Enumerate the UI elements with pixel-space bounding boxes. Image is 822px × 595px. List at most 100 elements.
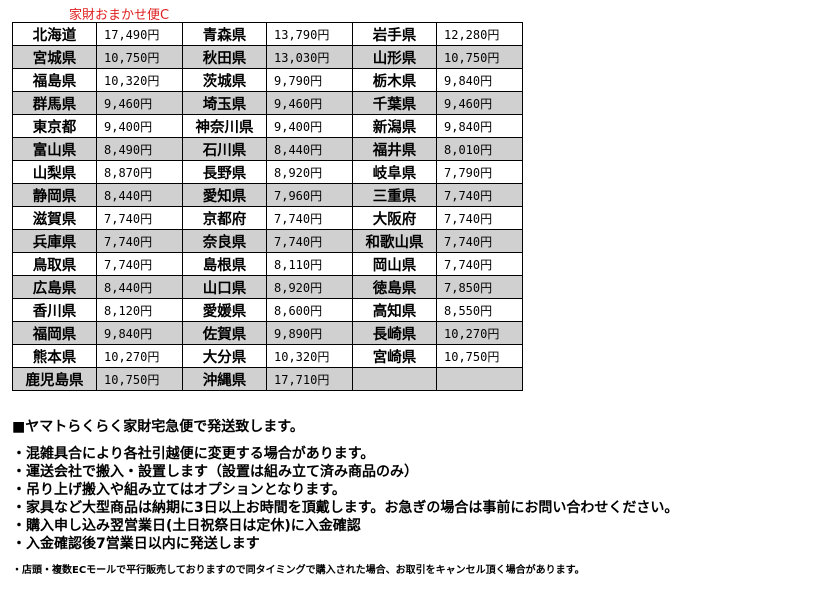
price-cell: 10,270円 bbox=[436, 321, 523, 345]
prefecture-cell: 群馬県 bbox=[12, 91, 97, 115]
prefecture-cell: 岐阜県 bbox=[352, 160, 437, 184]
note-item: ・入金確認後7営業日以内に発送します bbox=[12, 536, 260, 552]
price-cell: 9,840円 bbox=[436, 114, 523, 138]
price-cell: 7,740円 bbox=[436, 206, 523, 230]
prefecture-cell: 和歌山県 bbox=[352, 229, 437, 253]
prefecture-cell: 福井県 bbox=[352, 137, 437, 161]
table-row: 鹿児島県 10,750円 沖縄県 17,710円 bbox=[12, 367, 523, 391]
prefecture-cell: 富山県 bbox=[12, 137, 97, 161]
price-cell: 7,960円 bbox=[266, 183, 353, 207]
price-cell: 7,740円 bbox=[436, 252, 523, 276]
prefecture-cell: 広島県 bbox=[12, 275, 97, 299]
prefecture-cell: 静岡県 bbox=[12, 183, 97, 207]
table-row: 北海道 17,490円 青森県 13,790円 岩手県 12,280円 bbox=[12, 22, 523, 46]
price-cell: 9,400円 bbox=[96, 114, 183, 138]
prefecture-cell: 鹿児島県 bbox=[12, 367, 97, 391]
prefecture-cell: 栃木県 bbox=[352, 68, 437, 92]
prefecture-cell: 岩手県 bbox=[352, 22, 437, 46]
table-row: 鳥取県 7,740円 島根県 8,110円 岡山県 7,740円 bbox=[12, 252, 523, 276]
prefecture-cell: 滋賀県 bbox=[12, 206, 97, 230]
price-cell: 9,460円 bbox=[266, 91, 353, 115]
price-cell: 13,790円 bbox=[266, 22, 353, 46]
price-cell: 9,460円 bbox=[436, 91, 523, 115]
prefecture-cell: 神奈川県 bbox=[182, 114, 267, 138]
note-item: ・混雑具合により各社引越便に変更する場合があります。 bbox=[12, 446, 375, 462]
price-cell: 9,840円 bbox=[96, 321, 183, 345]
table-row: 滋賀県 7,740円 京都府 7,740円 大阪府 7,740円 bbox=[12, 206, 523, 230]
price-cell: 8,490円 bbox=[96, 137, 183, 161]
shipping-notes: ■ヤマトらくらく家財宅急便で発送致します。 ・混雑具合により各社引越便に変更する… bbox=[12, 416, 678, 576]
note-item: ・家具など大型商品は納期に3日以上お時間を頂戴します。お急ぎの場合は事前にお問い… bbox=[12, 500, 679, 516]
prefecture-cell: 大阪府 bbox=[352, 206, 437, 230]
price-cell: 8,120円 bbox=[96, 298, 183, 322]
prefecture-cell: 奈良県 bbox=[182, 229, 267, 253]
price-cell: 8,440円 bbox=[96, 183, 183, 207]
prefecture-cell: 山梨県 bbox=[12, 160, 97, 184]
note-item: ・吊り上げ搬入や組み立てはオプションとなります。 bbox=[12, 482, 346, 498]
prefecture-cell: 高知県 bbox=[352, 298, 437, 322]
shipping-rate-table: 北海道 17,490円 青森県 13,790円 岩手県 12,280円 宮城県 10,750円… bbox=[12, 22, 523, 391]
prefecture-cell: 熊本県 bbox=[12, 344, 97, 368]
price-cell: 7,740円 bbox=[96, 206, 183, 230]
prefecture-cell: 兵庫県 bbox=[12, 229, 97, 253]
table-row: 兵庫県 7,740円 奈良県 7,740円 和歌山県 7,740円 bbox=[12, 229, 523, 253]
table-row: 熊本県 10,270円 大分県 10,320円 宮崎県 10,750円 bbox=[12, 344, 523, 368]
price-cell: 8,440円 bbox=[96, 275, 183, 299]
prefecture-cell: 山形県 bbox=[352, 45, 437, 69]
prefecture-cell: 秋田県 bbox=[182, 45, 267, 69]
price-cell: 8,920円 bbox=[266, 275, 353, 299]
prefecture-cell: 山口県 bbox=[182, 275, 267, 299]
table-row: 福島県 10,320円 茨城県 9,790円 栃木県 9,840円 bbox=[12, 68, 523, 92]
prefecture-cell: 宮崎県 bbox=[352, 344, 437, 368]
prefecture-cell: 香川県 bbox=[12, 298, 97, 322]
price-cell: 12,280円 bbox=[436, 22, 523, 46]
price-cell: 10,750円 bbox=[436, 344, 523, 368]
prefecture-cell: 福島県 bbox=[12, 68, 97, 92]
price-cell: 7,850円 bbox=[436, 275, 523, 299]
prefecture-cell: 新潟県 bbox=[352, 114, 437, 138]
price-cell: 17,490円 bbox=[96, 22, 183, 46]
prefecture-cell: 岡山県 bbox=[352, 252, 437, 276]
note-small: ・店頭・複数ECモールで平行販売しておりますので同タイミングで購入された場合、お… bbox=[12, 565, 585, 576]
price-cell: 13,030円 bbox=[266, 45, 353, 69]
price-cell: 8,550円 bbox=[436, 298, 523, 322]
note-item: ・購入申し込み翌営業日(土日祝祭日は定休)に入金確認 bbox=[12, 518, 361, 534]
price-cell: 7,790円 bbox=[436, 160, 523, 184]
price-cell: 7,740円 bbox=[436, 183, 523, 207]
price-cell: 7,740円 bbox=[266, 206, 353, 230]
prefecture-cell: 宮城県 bbox=[12, 45, 97, 69]
prefecture-cell: 東京都 bbox=[12, 114, 97, 138]
prefecture-cell: 鳥取県 bbox=[12, 252, 97, 276]
price-cell: 10,750円 bbox=[436, 45, 523, 69]
prefecture-cell: 長崎県 bbox=[352, 321, 437, 345]
table-row: 群馬県 9,460円 埼玉県 9,460円 千葉県 9,460円 bbox=[12, 91, 523, 115]
price-cell: 9,400円 bbox=[266, 114, 353, 138]
price-cell: 10,320円 bbox=[96, 68, 183, 92]
price-cell: 8,110円 bbox=[266, 252, 353, 276]
price-cell: 8,920円 bbox=[266, 160, 353, 184]
price-cell: 9,840円 bbox=[436, 68, 523, 92]
prefecture-cell: 佐賀県 bbox=[182, 321, 267, 345]
price-cell: 9,460円 bbox=[96, 91, 183, 115]
prefecture-cell: 大分県 bbox=[182, 344, 267, 368]
prefecture-cell: 愛知県 bbox=[182, 183, 267, 207]
prefecture-cell: 千葉県 bbox=[352, 91, 437, 115]
prefecture-cell: 長野県 bbox=[182, 160, 267, 184]
prefecture-cell: 北海道 bbox=[12, 22, 97, 46]
table-row: 東京都 9,400円 神奈川県 9,400円 新潟県 9,840円 bbox=[12, 114, 523, 138]
price-cell: 8,440円 bbox=[266, 137, 353, 161]
table-row: 宮城県 10,750円 秋田県 13,030円 山形県 10,750円 bbox=[12, 45, 523, 69]
note-item: ・運送会社で搬入・設置します（設置は組み立て済み商品のみ） bbox=[12, 464, 418, 480]
prefecture-cell: 石川県 bbox=[182, 137, 267, 161]
prefecture-cell: 茨城県 bbox=[182, 68, 267, 92]
price-cell: 8,870円 bbox=[96, 160, 183, 184]
table-row: 香川県 8,120円 愛媛県 8,600円 高知県 8,550円 bbox=[12, 298, 523, 322]
table-row: 広島県 8,440円 山口県 8,920円 徳島県 7,850円 bbox=[12, 275, 523, 299]
prefecture-cell: 福岡県 bbox=[12, 321, 97, 345]
price-cell: 7,740円 bbox=[266, 229, 353, 253]
prefecture-cell: 青森県 bbox=[182, 22, 267, 46]
table-row: 富山県 8,490円 石川県 8,440円 福井県 8,010円 bbox=[12, 137, 523, 161]
price-cell: 10,270円 bbox=[96, 344, 183, 368]
price-cell: 8,600円 bbox=[266, 298, 353, 322]
price-cell: 7,740円 bbox=[96, 229, 183, 253]
